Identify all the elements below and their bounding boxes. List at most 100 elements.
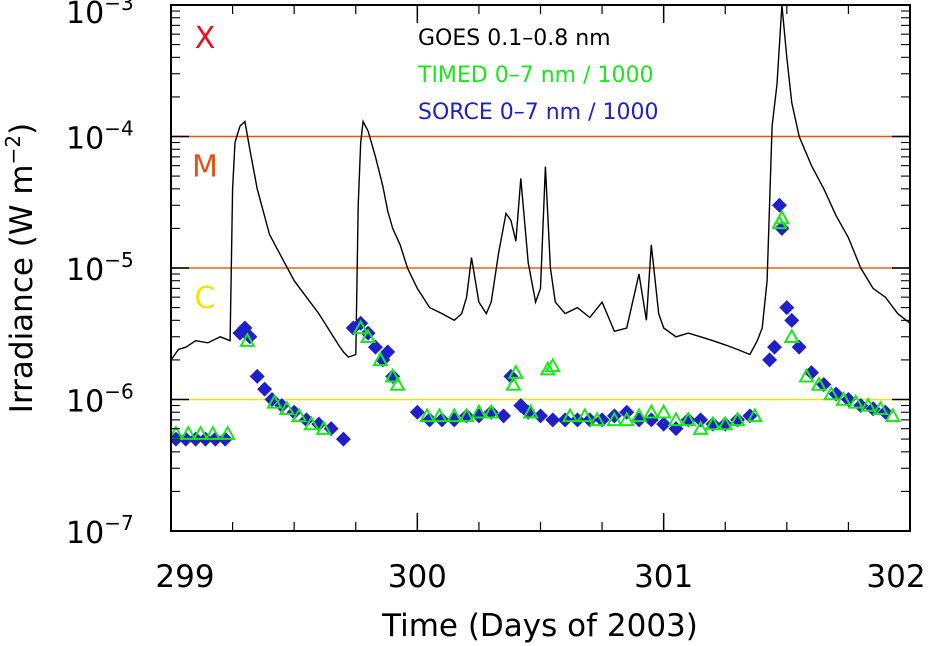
timed-point xyxy=(507,364,525,379)
timed-point xyxy=(470,403,488,419)
sorce-point xyxy=(717,416,733,432)
sorce-point xyxy=(791,339,807,355)
timed-point xyxy=(539,360,557,376)
timed-point xyxy=(717,415,734,431)
threshold-label-X: X xyxy=(195,21,216,56)
timed-point xyxy=(872,400,889,415)
sorce-point xyxy=(705,416,721,432)
timed-point xyxy=(729,411,746,427)
sorce-point xyxy=(762,352,778,368)
y-tick-label: 10−3 xyxy=(66,0,134,31)
x-tick-label: 301 xyxy=(634,559,693,595)
timed-point xyxy=(544,357,562,373)
sorce-point xyxy=(459,408,475,424)
y-tick-label: 10−5 xyxy=(66,248,134,288)
legend-entry-0: GOES 0.1–0.8 nm xyxy=(418,26,611,51)
sorce-point xyxy=(779,300,795,316)
sorce-point xyxy=(434,412,450,428)
timed-point xyxy=(315,420,332,435)
timed-point xyxy=(783,328,800,343)
y-axis-label: Irradiance (W m−2) xyxy=(1,123,40,413)
y-axis-label-sup: −2 xyxy=(1,135,25,164)
y-tick-exp: −5 xyxy=(104,248,133,272)
timed-point xyxy=(192,425,209,440)
timed-point xyxy=(680,411,697,427)
timed-point xyxy=(822,385,840,401)
legend-entry-2: SORCE 0–7 nm / 1000 xyxy=(418,100,658,125)
sorce-point xyxy=(771,197,787,213)
y-axis-label-text: Irradiance (W m xyxy=(4,164,40,413)
y-tick-exp: −3 xyxy=(104,0,133,15)
timed-point xyxy=(180,425,197,440)
timed-point xyxy=(847,393,865,409)
sorce-point xyxy=(496,408,512,424)
x-tick-label: 299 xyxy=(155,559,214,595)
timed-point xyxy=(561,407,579,423)
legend-entry-1: TIMED 0–7 nm / 1000 xyxy=(417,63,654,88)
x-axis-label: Time (Days of 2003) xyxy=(381,608,698,644)
timed-point xyxy=(588,411,606,427)
timed-point xyxy=(446,407,463,423)
timed-point xyxy=(372,351,389,367)
y-tick-base: 10 xyxy=(66,385,104,420)
x-tick-label: 300 xyxy=(388,559,447,595)
threshold-label-C: C xyxy=(195,281,216,316)
y-tick-exp: −4 xyxy=(104,117,133,141)
timed-point xyxy=(884,407,901,423)
sorce-point xyxy=(380,344,396,360)
y-tick-exp: −6 xyxy=(104,380,133,404)
timed-point xyxy=(522,403,539,419)
timed-point xyxy=(606,411,623,427)
timed-point xyxy=(773,209,791,225)
y-tick-base: 10 xyxy=(66,253,104,288)
timed-point xyxy=(458,407,475,423)
y-tick-label: 10−6 xyxy=(66,380,134,420)
flare-class-thresholds: X M C xyxy=(171,21,910,401)
timed-point xyxy=(576,407,594,423)
timed-point xyxy=(859,396,877,412)
series-layer xyxy=(171,5,910,447)
sorce-point xyxy=(367,339,383,355)
y-tick-base: 10 xyxy=(66,0,104,31)
timed-point xyxy=(278,400,295,415)
sorce-point xyxy=(446,412,462,428)
timed-point xyxy=(384,367,401,383)
legend: GOES 0.1–0.8 nm TIMED 0–7 nm / 1000 SORCE … xyxy=(417,26,658,125)
timed-point xyxy=(290,407,308,423)
sorce-point xyxy=(730,412,746,428)
timed-point xyxy=(835,390,852,406)
timed-point xyxy=(618,411,635,427)
timed-point xyxy=(505,375,522,391)
timed-point xyxy=(643,403,660,419)
sorce-point xyxy=(483,404,499,420)
y-tick-label: 10−4 xyxy=(66,117,134,157)
timed-point xyxy=(810,375,828,391)
timed-point xyxy=(746,407,764,423)
y-tick-base: 10 xyxy=(66,122,104,157)
timed-point xyxy=(692,420,709,435)
sorce-point xyxy=(767,339,783,355)
sorce-point xyxy=(409,404,425,420)
sorce-point xyxy=(513,398,529,414)
timed-point xyxy=(483,403,500,419)
x-tick-label: 302 xyxy=(866,559,925,595)
timed-point xyxy=(239,332,256,347)
y-tick-label: 10−7 xyxy=(66,511,134,551)
sorce-point xyxy=(680,412,696,428)
timed-point xyxy=(630,407,648,423)
timed-point xyxy=(389,375,406,391)
timed-point xyxy=(704,415,722,431)
timed-point xyxy=(655,403,672,419)
series-goes-line xyxy=(171,5,910,361)
timed-point xyxy=(798,367,815,383)
sorce-point xyxy=(545,412,561,428)
sorce-point xyxy=(631,412,647,428)
sorce-point xyxy=(784,312,800,328)
sorce-point xyxy=(335,431,351,447)
timed-point xyxy=(431,407,448,423)
sorce-point xyxy=(693,412,709,428)
y-axis-label-close: ) xyxy=(4,123,40,135)
y-tick-base: 10 xyxy=(66,516,104,551)
timed-point xyxy=(418,407,436,423)
